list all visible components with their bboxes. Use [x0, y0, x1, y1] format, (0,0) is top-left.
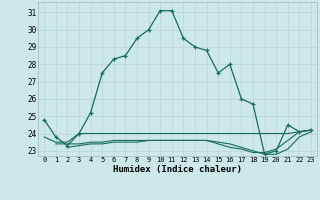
X-axis label: Humidex (Indice chaleur): Humidex (Indice chaleur) — [113, 165, 242, 174]
